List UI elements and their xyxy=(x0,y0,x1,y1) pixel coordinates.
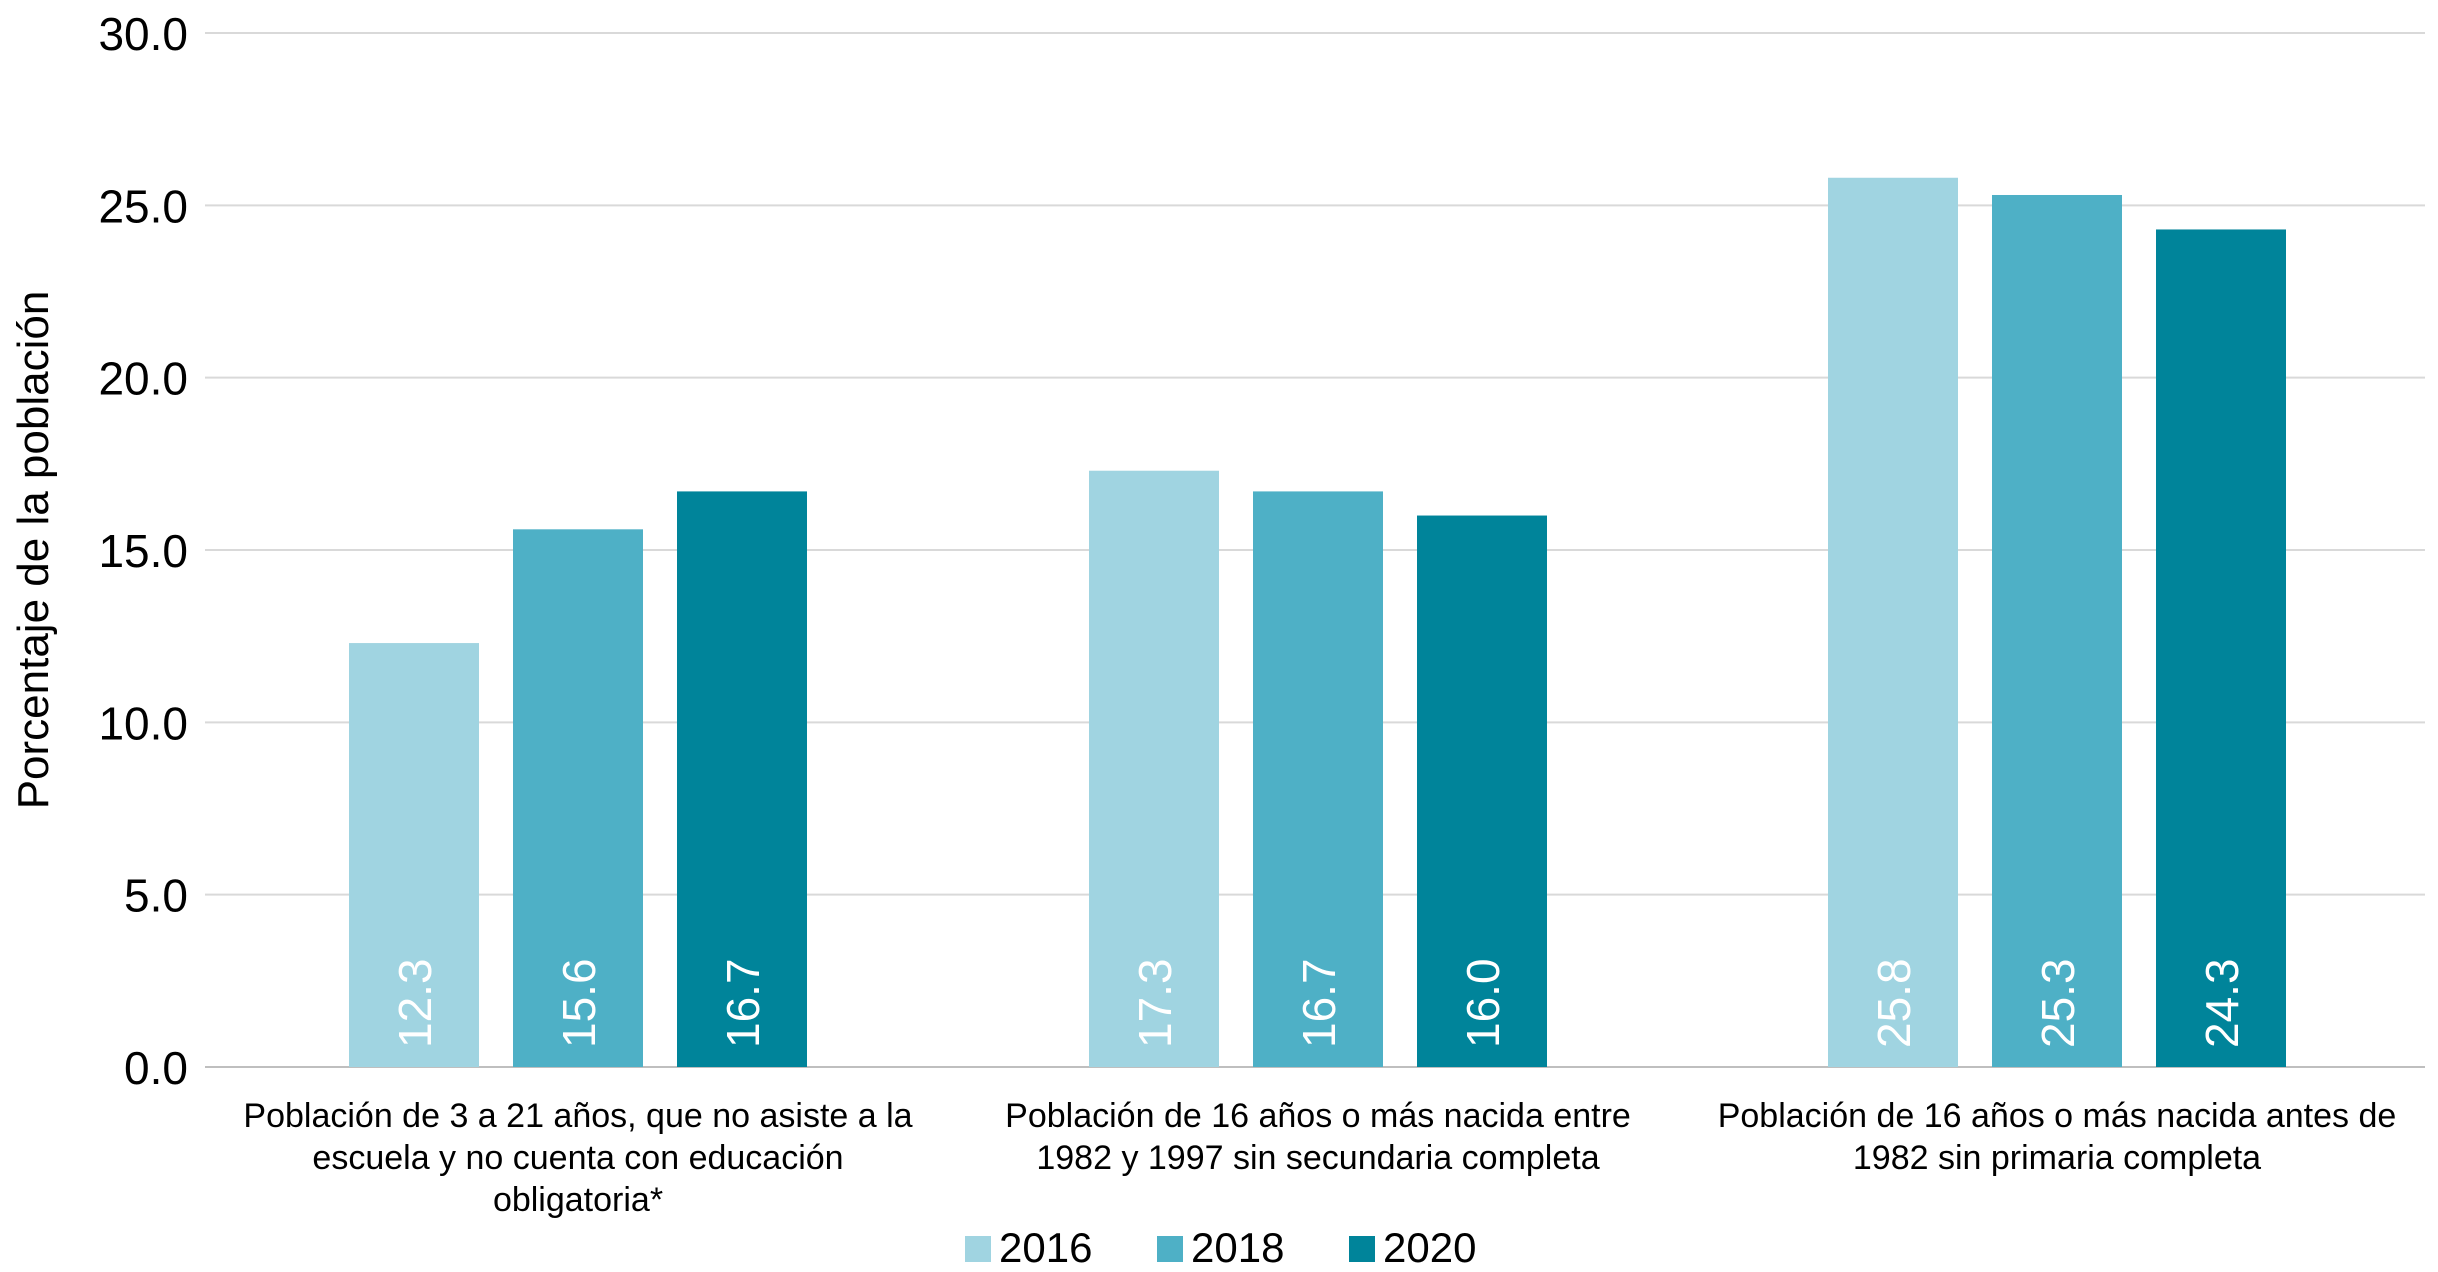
bar-2018 xyxy=(1253,491,1383,1067)
data-label: 16.7 xyxy=(717,958,769,1048)
bar-2020 xyxy=(2156,229,2286,1067)
x-category-label: obligatoria* xyxy=(493,1181,663,1219)
bar-2016 xyxy=(349,643,479,1067)
legend: 2016 2018 2020 xyxy=(965,1224,1476,1271)
bar-2016 xyxy=(1828,177,1958,1067)
y-tick-label: 0.0 xyxy=(124,1042,188,1094)
legend-swatch-2018 xyxy=(1157,1236,1183,1262)
x-category-label: 1982 y 1997 sin secundaria completa xyxy=(1036,1139,1599,1177)
x-category-label: Población de 3 a 21 años, que no asiste … xyxy=(243,1097,912,1135)
legend-label: 2016 xyxy=(999,1224,1092,1267)
data-label: 25.8 xyxy=(1868,958,1920,1048)
data-label: 17.3 xyxy=(1129,958,1181,1048)
data-label: 24.3 xyxy=(2196,958,2248,1048)
bar-2018 xyxy=(513,529,643,1067)
x-category-label: 1982 sin primaria completa xyxy=(1853,1139,2261,1177)
y-tick-label: 30.0 xyxy=(98,8,188,60)
bar-2018 xyxy=(1992,194,2122,1067)
axes: 0.0 5.0 10.0 15.0 20.0 25.0 30.0 Porcentaje de … xyxy=(9,8,2396,1219)
y-tick-label: 10.0 xyxy=(98,697,188,749)
y-tick-label: 15.0 xyxy=(98,525,188,577)
data-label: 25.3 xyxy=(2032,958,2084,1048)
bar-2020 xyxy=(1417,515,1547,1067)
x-category-label: Población de 16 años o más nacida entre xyxy=(1005,1097,1631,1135)
bar-2020 xyxy=(677,491,807,1067)
x-category-label: Población de 16 años o más nacida antes … xyxy=(1718,1097,2397,1135)
data-label: 16.7 xyxy=(1293,958,1345,1048)
legend-swatch-2020 xyxy=(1349,1236,1375,1262)
legend-label: 2018 xyxy=(1191,1224,1284,1267)
x-category-label: escuela y no cuenta con educación xyxy=(312,1139,843,1177)
data-label: 16.0 xyxy=(1457,958,1509,1048)
y-axis-title: Porcentaje de la población xyxy=(9,291,58,810)
bars xyxy=(349,177,2286,1067)
y-tick-label: 20.0 xyxy=(98,353,188,405)
y-tick-label: 5.0 xyxy=(124,870,188,922)
data-label: 15.6 xyxy=(553,958,605,1048)
legend-swatch-2016 xyxy=(965,1236,991,1262)
data-labels: 12.3 17.3 25.8 15.6 16.7 25.3 16.7 16.0 24.3 xyxy=(389,958,2248,1048)
y-tick-label: 25.0 xyxy=(98,180,188,232)
bar-2016 xyxy=(1089,470,1219,1067)
data-label: 12.3 xyxy=(389,958,441,1048)
legend-label: 2020 xyxy=(1383,1224,1476,1267)
